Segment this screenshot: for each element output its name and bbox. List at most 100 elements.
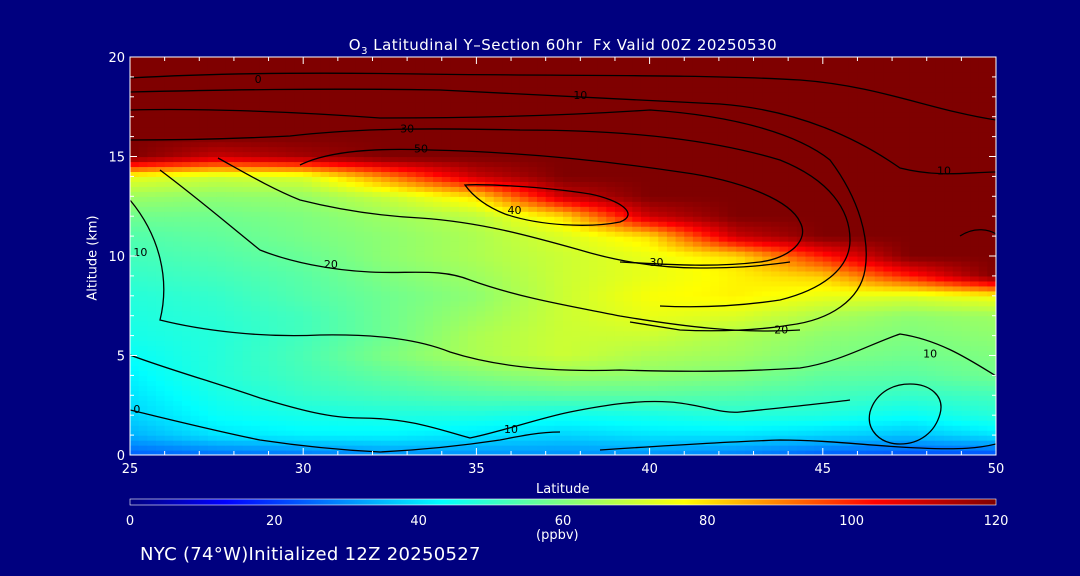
heatmap-cell (233, 430, 244, 436)
heatmap-cell (736, 390, 746, 396)
heatmap-cell (467, 315, 477, 322)
heatmap-cell (130, 320, 140, 327)
heatmap-cell (675, 405, 685, 411)
heatmap-cell (718, 236, 729, 242)
heatmap-cell (857, 375, 867, 381)
heatmap-cell (398, 295, 408, 302)
heatmap-cell (588, 226, 599, 232)
heatmap-cell (952, 370, 962, 376)
heatmap-cell (987, 320, 996, 327)
heatmap-cell (398, 340, 408, 347)
heatmap-cell (978, 216, 988, 222)
heatmap-cell (433, 440, 443, 446)
heatmap-cell (788, 345, 798, 352)
heatmap-cell (459, 360, 469, 367)
heatmap-cell (337, 350, 348, 357)
heatmap-cell (424, 265, 434, 272)
heatmap-cell (199, 226, 209, 232)
heatmap-cell (294, 420, 304, 426)
heatmap-cell (883, 236, 893, 242)
heatmap-cell (242, 270, 252, 277)
heatmap-cell (225, 206, 235, 212)
heatmap-cell (822, 375, 833, 381)
heatmap-cell (363, 256, 374, 262)
heatmap-cell (649, 251, 659, 257)
heatmap-cell (614, 275, 625, 282)
heatmap-cell (346, 355, 356, 362)
heatmap-cell (814, 440, 824, 446)
heatmap-cell (727, 310, 737, 317)
heatmap-cell (467, 251, 477, 257)
heatmap-cell (588, 300, 599, 307)
heatmap-cell (363, 400, 374, 406)
heatmap-cell (597, 260, 607, 267)
heatmap-cell (320, 395, 330, 401)
heatmap-cell (926, 355, 936, 362)
heatmap-cell (155, 241, 166, 247)
heatmap-cell (329, 315, 339, 322)
heatmap-cell (597, 325, 607, 332)
heatmap-cell (649, 265, 659, 272)
heatmap-cell (935, 251, 945, 257)
heatmap-cell (623, 315, 633, 322)
heatmap-cell (207, 305, 218, 312)
heatmap-cell (381, 375, 391, 381)
heatmap-cell (753, 370, 763, 376)
heatmap-cell (814, 375, 824, 381)
heatmap-cell (684, 390, 694, 396)
heatmap-cell (554, 390, 564, 396)
heatmap-cell (277, 275, 287, 282)
heatmap-cell (987, 325, 996, 332)
heatmap-cell (519, 380, 529, 386)
heatmap-cell (259, 236, 270, 242)
heatmap-cell (987, 385, 996, 391)
heatmap-cell (476, 241, 486, 247)
heatmap-cell (355, 365, 365, 372)
heatmap-cell (329, 330, 339, 337)
heatmap-cell (571, 325, 581, 332)
heatmap-cell (918, 315, 928, 322)
heatmap-cell (770, 285, 781, 292)
heatmap-cell (190, 365, 200, 372)
heatmap-cell (528, 265, 538, 272)
heatmap-cell (918, 221, 928, 227)
heatmap-cell (259, 251, 270, 257)
heatmap-cell (181, 415, 192, 421)
heatmap-cell (363, 370, 374, 376)
heatmap-cell (606, 435, 616, 441)
heatmap-cell (571, 231, 581, 237)
heatmap-cell (727, 300, 737, 307)
heatmap-cell (892, 400, 902, 406)
heatmap-cell (640, 280, 651, 287)
heatmap-cell (398, 216, 408, 222)
heatmap-cell (346, 290, 356, 297)
heatmap-cell (935, 380, 945, 386)
heatmap-cell (796, 335, 807, 342)
heatmap-cell (207, 216, 218, 222)
heatmap-cell (753, 365, 763, 372)
heatmap-cell (277, 445, 287, 451)
heatmap-cell (848, 226, 859, 232)
heatmap-cell (433, 415, 443, 421)
heatmap-cell (606, 405, 616, 411)
heatmap-cell (320, 335, 330, 342)
heatmap-cell (727, 265, 737, 272)
heatmap-cell (407, 241, 417, 247)
heatmap-cell (753, 270, 763, 277)
heatmap-cell (155, 335, 166, 342)
heatmap-cell (285, 450, 296, 455)
heatmap-cell (961, 300, 971, 307)
heatmap-cell (718, 410, 729, 416)
heatmap-cell (684, 251, 694, 257)
heatmap-cell (822, 320, 833, 327)
heatmap-cell (857, 450, 867, 455)
heatmap-cell (935, 280, 945, 287)
heatmap-cell (138, 450, 148, 455)
heatmap-cell (216, 241, 226, 247)
heatmap-cell (762, 375, 772, 381)
heatmap-cell (744, 420, 755, 426)
heatmap-cell (519, 241, 529, 247)
heatmap-cell (727, 295, 737, 302)
heatmap-cell (623, 241, 633, 247)
heatmap-cell (294, 310, 304, 317)
